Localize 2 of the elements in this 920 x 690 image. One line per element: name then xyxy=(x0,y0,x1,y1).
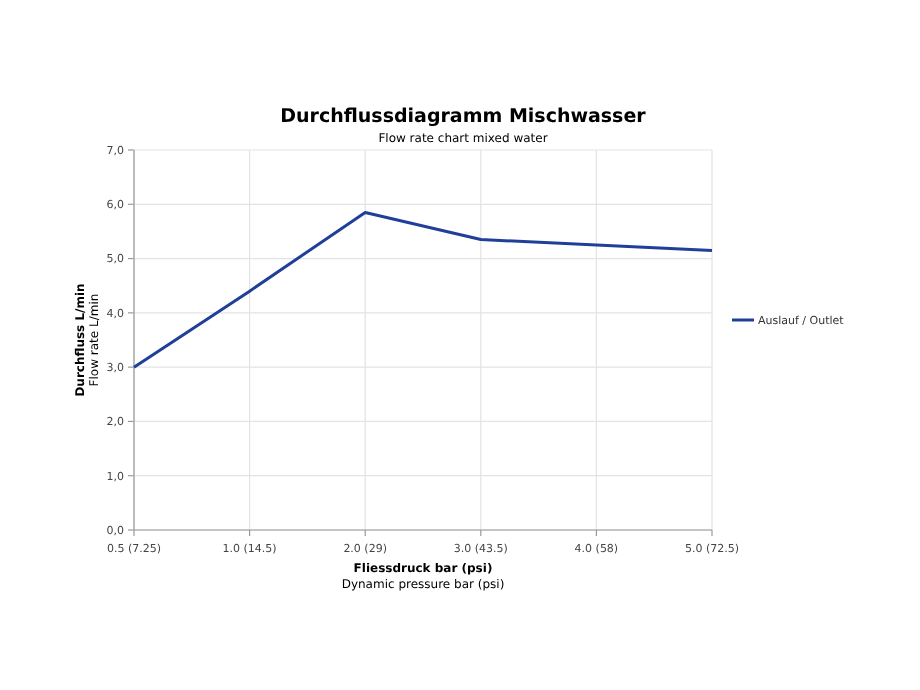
line-series xyxy=(132,210,714,369)
chart-title: Durchflussdiagramm Mischwasser xyxy=(280,106,647,128)
